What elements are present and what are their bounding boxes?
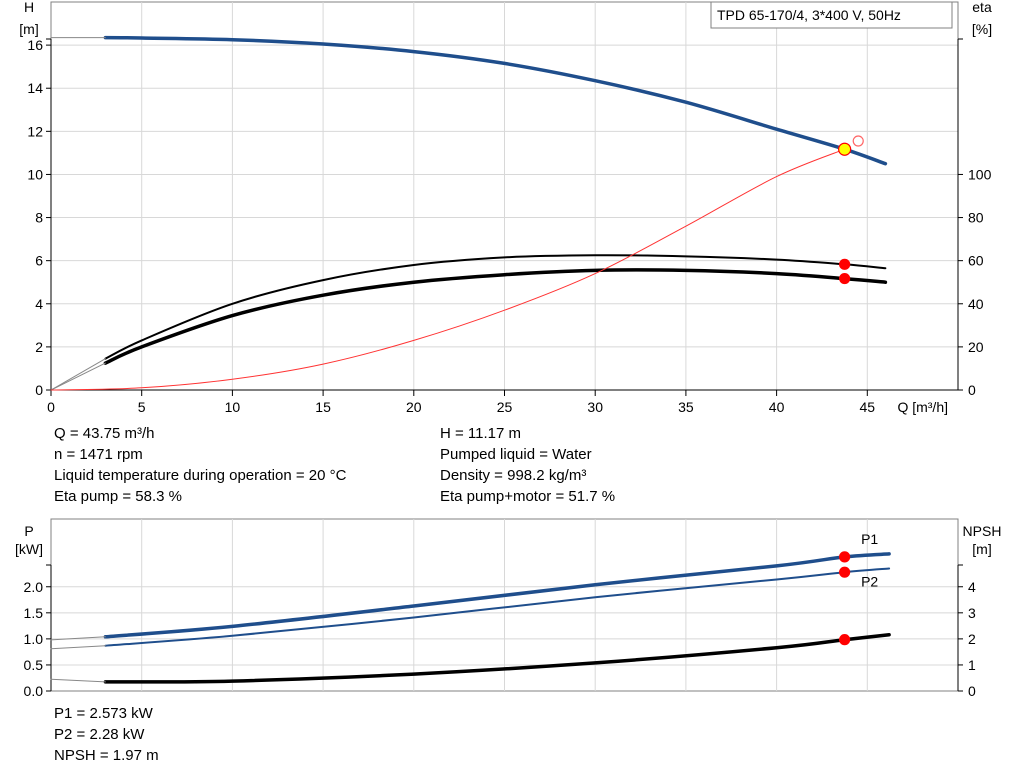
info-top-right: H = 11.17 m Pumped liquid = Water Densit… <box>440 423 615 507</box>
plot1-x-tick-label: 30 <box>587 399 603 415</box>
plot1-series-line <box>50 358 106 391</box>
info-bottom: P1 = 2.573 kW P2 = 2.28 kW NPSH = 1.97 m <box>54 703 159 766</box>
info-liquid-temperature: Liquid temperature during operation = 20… <box>54 467 347 484</box>
plot1-ylabel-left: H <box>24 0 34 15</box>
plot1-right-tick-label: 0 <box>968 382 976 398</box>
plot2-series-line <box>50 678 106 683</box>
plot2-operating-point <box>839 551 851 563</box>
plot1-x-tick-label: 15 <box>315 399 331 415</box>
plot1-xlabel: Q [m³/h] <box>897 399 948 415</box>
plot1-left-tick-label: 2 <box>35 339 43 355</box>
plot2-ylabel-right: NPSH <box>963 523 1002 539</box>
plot2-right-tick-label: 4 <box>968 579 976 595</box>
plot2-series-line <box>103 552 891 639</box>
plot1-right-tick-label: 20 <box>968 339 984 355</box>
plot2-operating-point <box>839 634 851 646</box>
plot1-right-tick-label: 60 <box>968 253 984 269</box>
plot1-left-tick-label: 14 <box>27 80 43 96</box>
plot1-ylabel-right: eta <box>972 0 992 15</box>
plot1-title: TPD 65-170/4, 3*400 V, 50Hz <box>717 7 901 23</box>
plot2-operating-point <box>839 566 851 578</box>
plot2-left-tick-label: 0.0 <box>24 683 44 699</box>
plot2-left-tick-label: 2.0 <box>24 579 44 595</box>
plot2-right-tick-label: 1 <box>968 657 976 673</box>
plot2-series-line <box>103 632 891 684</box>
info-flow: Q = 43.75 m³/h <box>54 425 155 442</box>
plot1-x-tick-label: 25 <box>497 399 513 415</box>
plot1-series-line <box>104 254 887 360</box>
plot1-series-line <box>50 148 846 391</box>
plot1-x-tick-label: 20 <box>406 399 422 415</box>
plot1-x-tick-label: 35 <box>678 399 694 415</box>
plot2-left-tick-label: 1.5 <box>24 605 44 621</box>
plot1-operating-point <box>852 135 864 147</box>
plot1-ylabel-right-unit: [%] <box>972 21 992 37</box>
plot1-x-tick-label: 0 <box>47 399 55 415</box>
plot1-ylabel-left-unit: [m] <box>19 21 38 37</box>
plot2-series-label: P2 <box>861 574 878 590</box>
info-speed: n = 1471 rpm <box>54 446 143 463</box>
plot2-series-line <box>50 636 106 641</box>
plot2-left-tick-label: 0.5 <box>24 657 44 673</box>
plot2-series-line <box>104 567 891 647</box>
plot1-x-tick-label: 10 <box>225 399 241 415</box>
plot2-ylabel-right-unit: [m] <box>972 541 991 557</box>
plot1-series-line <box>50 362 106 391</box>
plot1-operating-point <box>839 258 851 270</box>
info-eta-pump-motor: Eta pump+motor = 51.7 % <box>440 488 616 505</box>
plot1-left-tick-label: 8 <box>35 210 43 226</box>
plot1-left-tick-label: 12 <box>27 123 43 139</box>
plot1-left-tick-label: 4 <box>35 296 43 312</box>
plot1-series-line <box>103 268 888 365</box>
plot1-operating-point <box>839 272 851 285</box>
info-head: H = 11.17 m <box>440 425 522 442</box>
plot1-left-tick-label: 16 <box>27 37 43 53</box>
info-p1: P1 = 2.573 kW <box>54 705 153 722</box>
plot1-right-tick-label: 40 <box>968 296 984 312</box>
plot2-right-tick-label: 3 <box>968 605 976 621</box>
plot1-right-tick-label: 80 <box>968 210 984 226</box>
plot1-left-tick-label: 0 <box>35 382 43 398</box>
info-density: Density = 998.2 kg/m³ <box>440 467 587 484</box>
plot1-left-tick-label: 6 <box>35 253 43 269</box>
plot2-ylabel-left: P <box>24 523 33 539</box>
plot1-right-tick-label: 100 <box>968 166 992 182</box>
plot2-left-tick-label: 1.0 <box>24 631 44 647</box>
info-p2: P2 = 2.28 kW <box>54 726 145 743</box>
info-eta-pump: Eta pump = 58.3 % <box>54 488 182 505</box>
plot2-series-label: P1 <box>861 531 878 547</box>
plot1-operating-point <box>838 142 852 156</box>
plot1-x-tick-label: 5 <box>138 399 146 415</box>
info-npsh: NPSH = 1.97 m <box>54 747 159 764</box>
info-pumped-liquid: Pumped liquid = Water <box>440 446 592 463</box>
plot2-series-line <box>50 645 106 650</box>
plot1-x-tick-label: 45 <box>860 399 876 415</box>
info-top-left: Q = 43.75 m³/h n = 1471 rpm Liquid tempe… <box>54 423 346 507</box>
plot1-title-box <box>710 1 953 29</box>
plot1-series-line <box>103 35 888 166</box>
plot2-right-tick-label: 2 <box>968 631 976 647</box>
plot1-x-tick-label: 40 <box>769 399 785 415</box>
plot1-left-tick-label: 10 <box>27 166 43 182</box>
plot2-ylabel-left-unit: [kW] <box>15 541 43 557</box>
plot2-right-tick-label: 0 <box>968 683 976 699</box>
